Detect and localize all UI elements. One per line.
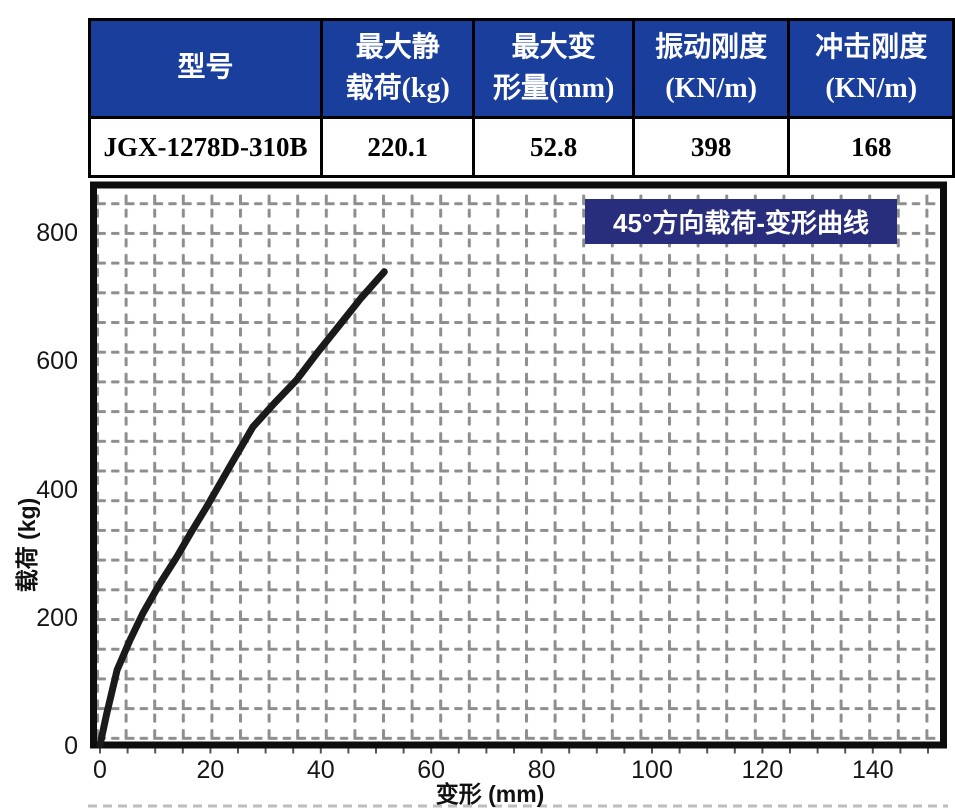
spec-table-header-row: 型号 最大静 载荷(kg) 最大变 形量(mm) 振动刚度 (KN/m) 冲击刚… xyxy=(87,18,955,119)
spec-table-data-row: JGX-1278D-310B 220.1 52.8 398 168 xyxy=(87,116,955,178)
x-tick-label: 60 xyxy=(417,756,446,784)
chart-title-badge: 45°方向载荷-变形曲线 xyxy=(585,199,897,244)
y-tick-label: 600 xyxy=(36,347,78,376)
x-tick-label: 20 xyxy=(196,756,225,784)
header-impact-stiffness: 冲击刚度 (KN/m) xyxy=(787,18,955,119)
model-value: JGX-1278D-310B xyxy=(87,116,324,178)
header-max-deformation: 最大变 形量(mm) xyxy=(472,18,635,119)
vibration-stiffness-value: 398 xyxy=(631,116,791,178)
header-vibration-stiffness: 振动刚度 (KN/m) xyxy=(631,18,791,119)
max-static-load-value: 220.1 xyxy=(320,116,476,178)
x-tick-label: 100 xyxy=(631,756,673,784)
x-tick-label: 0 xyxy=(93,756,107,784)
header-max-static-load: 最大静 载荷(kg) xyxy=(320,18,476,119)
y-tick-label: 200 xyxy=(36,603,78,632)
y-tick-label: 0 xyxy=(64,732,78,760)
header-model-line1: 型号 xyxy=(177,52,234,84)
x-tick-label: 40 xyxy=(306,756,335,784)
x-axis-label: 变形 (mm) xyxy=(435,781,545,807)
x-tick-label: 120 xyxy=(741,756,784,784)
y-tick-label: 800 xyxy=(36,219,78,247)
x-tick-label: 80 xyxy=(527,756,556,784)
y-tick-label: 400 xyxy=(36,475,78,504)
header-model: 型号 xyxy=(87,18,324,119)
max-deformation-value: 52.8 xyxy=(472,116,635,178)
x-tick-label: 140 xyxy=(851,756,894,784)
impact-stiffness-value: 168 xyxy=(787,116,955,178)
spec-table: 型号 最大静 载荷(kg) 最大变 形量(mm) 振动刚度 (KN/m) 冲击刚… xyxy=(87,18,955,178)
